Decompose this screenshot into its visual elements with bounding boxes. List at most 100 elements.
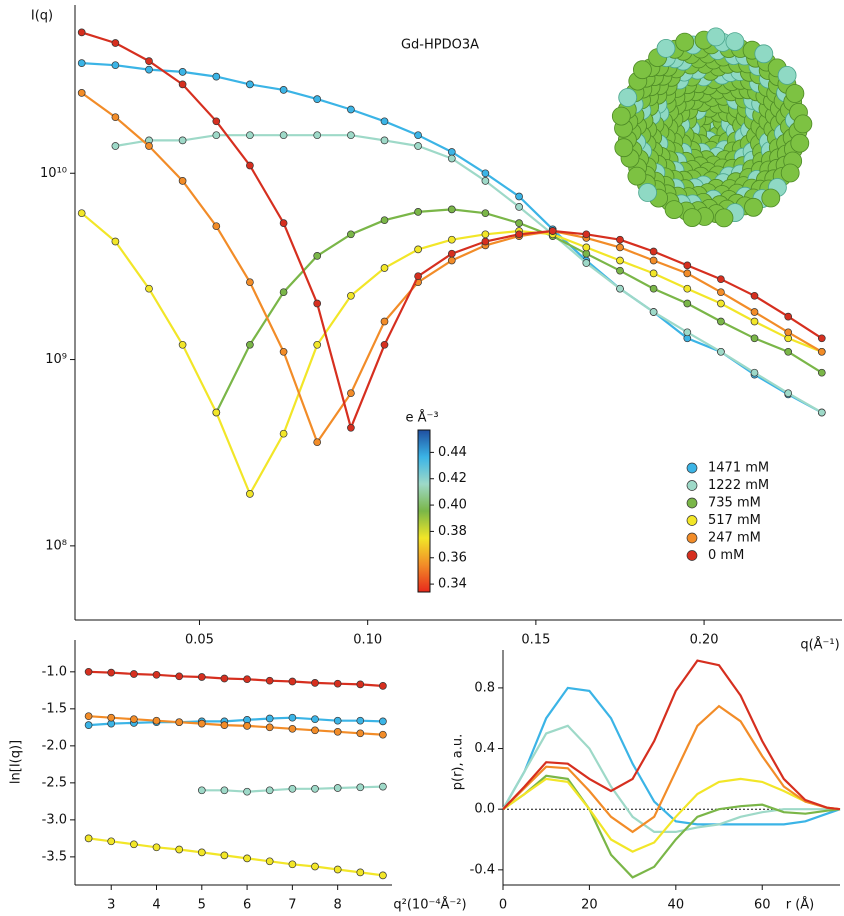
data-point (77, 89, 86, 97)
data-point (311, 715, 319, 724)
colorbar (417, 429, 431, 593)
atom (706, 27, 726, 47)
data-point (220, 721, 229, 729)
annotation: Gd-HPDO3A (401, 38, 479, 53)
data-point (311, 784, 319, 793)
x-tick-label: 0.10 (353, 633, 382, 648)
data-point (347, 105, 355, 114)
atom (714, 208, 734, 228)
data-point (380, 216, 389, 225)
data-point (197, 786, 206, 795)
y-tick-label: -2.5 (42, 775, 67, 790)
y-axis-label: ln[I(q)] (9, 740, 24, 784)
data-point (356, 868, 365, 877)
y-tick-label: 0.8 (474, 680, 495, 695)
data-point (145, 57, 153, 65)
data-point (111, 142, 120, 150)
atom (790, 133, 810, 153)
data-point (750, 317, 759, 326)
data-point (817, 368, 826, 377)
legend-marker (686, 480, 698, 491)
data-point (447, 235, 456, 244)
data-point (288, 860, 297, 869)
data-point (380, 340, 389, 349)
data-point (750, 368, 759, 377)
data-point (111, 61, 120, 70)
data-point (243, 675, 251, 684)
data-point (784, 347, 793, 356)
data-point (683, 328, 692, 337)
data-point (178, 80, 187, 89)
data-point (817, 408, 826, 417)
legend-label: 247 mM (708, 531, 761, 546)
x-tick-label: 3 (107, 898, 115, 913)
x-tick-label: 0 (499, 898, 507, 913)
atom (633, 60, 652, 80)
data-point (347, 389, 355, 398)
data-point (784, 389, 793, 398)
data-point (447, 256, 456, 265)
data-point (717, 317, 725, 326)
colorbar-tick-label: 0.38 (438, 524, 467, 539)
data-point (145, 284, 153, 293)
data-point (817, 334, 826, 343)
atom (682, 208, 702, 228)
data-point (784, 312, 793, 321)
data-point (313, 340, 322, 349)
y-tick-label: 10¹⁰ (40, 166, 67, 181)
data-point (178, 136, 187, 145)
x-tick-label: 20 (581, 898, 598, 913)
data-point (288, 713, 297, 722)
data-point (84, 721, 93, 729)
data-point (582, 230, 591, 239)
data-point (111, 113, 120, 122)
data-point (447, 148, 456, 156)
data-point (649, 256, 658, 265)
atom (785, 84, 805, 103)
data-point (197, 673, 206, 681)
data-point (77, 209, 86, 218)
legend-marker (686, 515, 698, 526)
data-point (380, 117, 389, 126)
data-point (717, 299, 725, 308)
x-tick-label: 0.15 (521, 633, 550, 648)
data-point (77, 59, 86, 67)
data-point (313, 95, 322, 103)
series-line (502, 774, 841, 879)
data-point (246, 161, 254, 170)
y-axis-label: I(q) (31, 9, 53, 24)
data-point (152, 843, 161, 852)
data-point (481, 177, 490, 185)
data-point (683, 261, 692, 270)
y-tick-label: 10⁸ (45, 538, 67, 553)
data-point (414, 272, 422, 281)
data-point (288, 784, 297, 793)
data-point (481, 237, 490, 246)
data-point (311, 862, 319, 871)
data-point (178, 177, 187, 185)
data-point (212, 222, 221, 231)
data-point (447, 205, 456, 214)
data-point (152, 716, 161, 725)
data-point (616, 235, 624, 244)
atom (777, 66, 797, 85)
data-point (313, 438, 322, 447)
y-tick-label: 0.4 (474, 741, 495, 756)
colorbar-tick-label: 0.40 (438, 498, 467, 513)
y-tick-label: -1.5 (42, 701, 67, 716)
data-point (313, 299, 322, 308)
data-point (414, 208, 422, 216)
data-point (616, 284, 624, 293)
data-point (347, 423, 355, 432)
x-axis-label: r (Å) (786, 897, 815, 913)
atom (761, 188, 781, 208)
data-point (212, 408, 221, 417)
legend-marker (686, 462, 698, 474)
data-point (178, 68, 187, 76)
legend-marker (686, 550, 698, 561)
data-point (683, 269, 692, 278)
data-point (750, 308, 759, 316)
data-point (243, 854, 251, 863)
data-point (311, 726, 319, 735)
